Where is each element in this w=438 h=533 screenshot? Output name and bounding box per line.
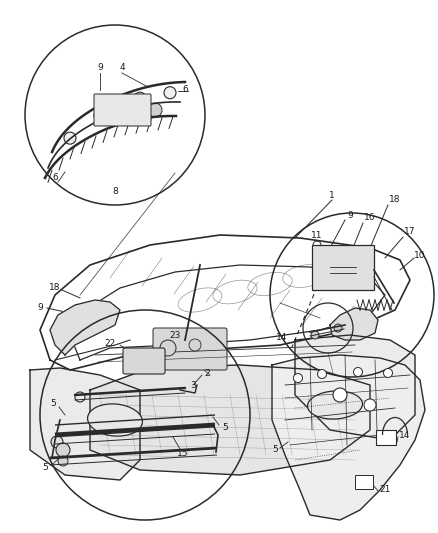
Ellipse shape: [88, 404, 142, 436]
Text: 14: 14: [276, 333, 288, 342]
Text: 22: 22: [104, 338, 116, 348]
Circle shape: [134, 92, 146, 104]
Text: 5: 5: [42, 463, 48, 472]
Text: 8: 8: [112, 188, 118, 197]
Circle shape: [51, 436, 63, 448]
FancyBboxPatch shape: [123, 348, 165, 374]
Circle shape: [164, 87, 176, 99]
Polygon shape: [90, 365, 370, 475]
Text: 3: 3: [190, 381, 196, 390]
Ellipse shape: [307, 391, 363, 419]
Text: 21: 21: [379, 486, 391, 495]
Text: 5: 5: [50, 399, 56, 408]
Text: 6: 6: [182, 85, 188, 94]
FancyBboxPatch shape: [94, 94, 151, 126]
Text: 18: 18: [389, 196, 401, 205]
Circle shape: [64, 132, 76, 144]
Text: 9: 9: [347, 211, 353, 220]
Circle shape: [317, 273, 327, 283]
Text: 15: 15: [177, 448, 189, 457]
Text: 4: 4: [119, 63, 125, 72]
Circle shape: [56, 443, 70, 457]
Text: 5: 5: [222, 423, 228, 432]
Circle shape: [293, 374, 303, 383]
Circle shape: [316, 251, 328, 263]
Text: 2: 2: [204, 368, 210, 377]
Text: 9: 9: [97, 63, 103, 72]
Text: 17: 17: [404, 228, 416, 237]
Text: 23: 23: [170, 330, 181, 340]
Polygon shape: [295, 335, 415, 440]
Circle shape: [364, 399, 376, 411]
Text: 5: 5: [272, 446, 278, 455]
Text: 10: 10: [414, 251, 426, 260]
Bar: [355, 475, 373, 489]
Text: 16: 16: [364, 214, 376, 222]
Circle shape: [94, 110, 106, 122]
Text: 6: 6: [52, 174, 58, 182]
Circle shape: [357, 273, 367, 283]
Polygon shape: [272, 355, 425, 520]
Circle shape: [356, 251, 368, 263]
Text: 9: 9: [37, 303, 43, 312]
Circle shape: [318, 369, 326, 378]
Circle shape: [384, 368, 392, 377]
Circle shape: [58, 456, 68, 466]
Polygon shape: [330, 308, 378, 340]
Circle shape: [128, 103, 142, 117]
Text: 11: 11: [311, 230, 323, 239]
FancyBboxPatch shape: [153, 328, 227, 370]
Circle shape: [333, 388, 347, 402]
Circle shape: [160, 340, 176, 356]
Polygon shape: [50, 300, 120, 355]
Polygon shape: [30, 368, 140, 480]
Bar: [376, 430, 396, 445]
Circle shape: [101, 103, 115, 117]
Circle shape: [311, 331, 319, 339]
Circle shape: [148, 103, 162, 117]
Text: 14: 14: [399, 431, 411, 440]
Circle shape: [334, 324, 342, 332]
Circle shape: [189, 339, 201, 351]
Text: 18: 18: [49, 284, 61, 293]
Bar: [312, 245, 374, 290]
Circle shape: [353, 367, 363, 376]
Text: 1: 1: [329, 190, 335, 199]
